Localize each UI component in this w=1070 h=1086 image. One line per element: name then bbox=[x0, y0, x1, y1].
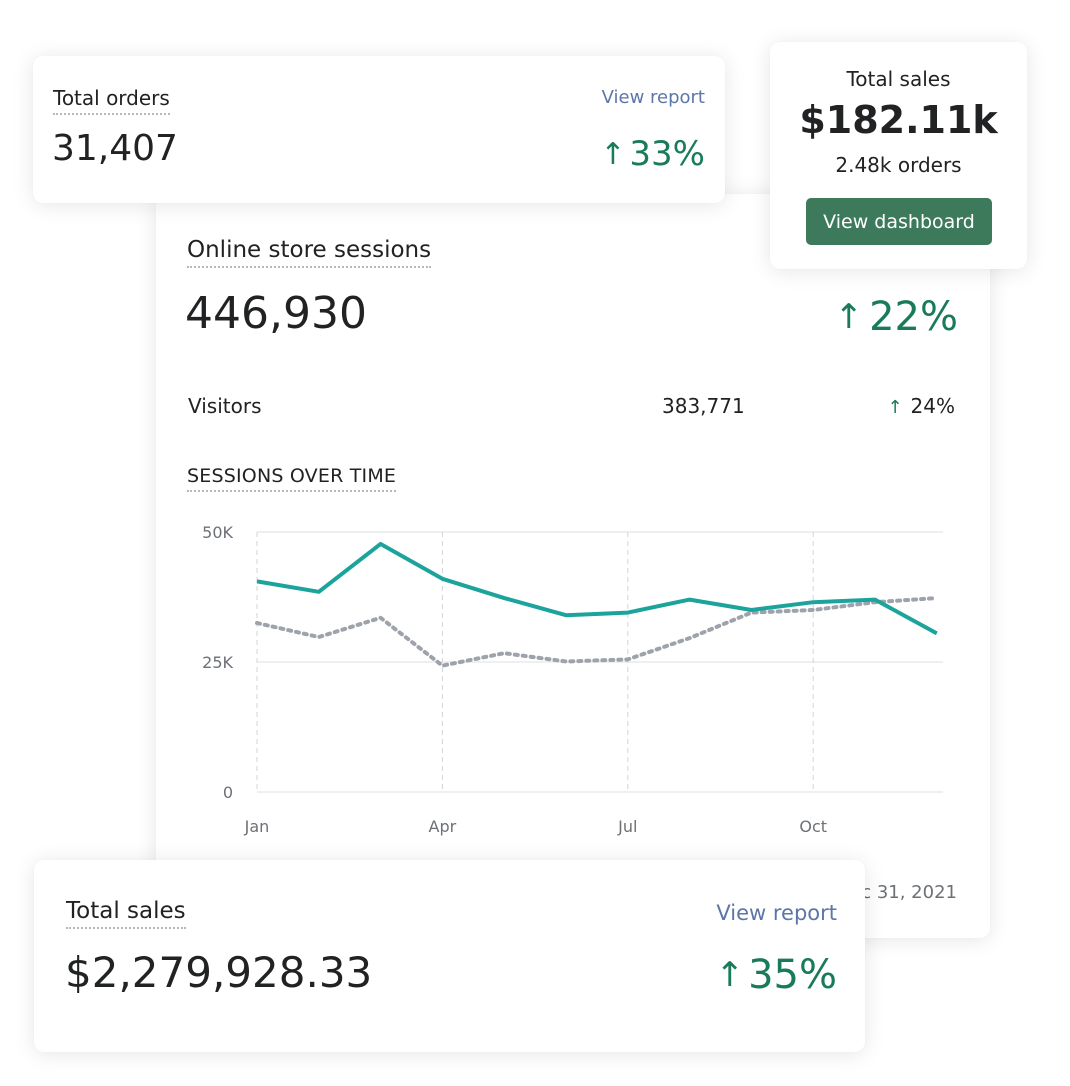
x-tick-label: Jul bbox=[617, 817, 637, 836]
sessions-chart: 0 25K 50K Jan Apr Jul Oct bbox=[202, 523, 943, 836]
visitors-value: 383,771 bbox=[662, 394, 745, 418]
view-report-link[interactable]: View report bbox=[601, 87, 705, 108]
arrow-up-icon: ↑ bbox=[600, 136, 626, 172]
total-sales-title[interactable]: Total sales bbox=[66, 898, 186, 929]
total-sales-summary-orders: 2.48k orders bbox=[835, 153, 962, 177]
comparison-series-line bbox=[255, 596, 939, 668]
x-tick-label: Jan bbox=[244, 817, 270, 836]
chart-heading-label: SESSIONS OVER TIME bbox=[187, 465, 397, 492]
sessions-title[interactable]: Online store sessions bbox=[187, 237, 432, 268]
arrow-up-icon: ↑ bbox=[887, 397, 903, 418]
sessions-title-label: Online store sessions bbox=[187, 237, 432, 268]
visitors-trend: ↑ 24% bbox=[887, 394, 955, 418]
y-tick-label: 0 bbox=[223, 783, 233, 802]
y-tick-label: 50K bbox=[202, 523, 233, 542]
x-tick-label: Oct bbox=[799, 817, 827, 836]
sessions-value: 446,930 bbox=[185, 288, 367, 339]
chart-heading[interactable]: SESSIONS OVER TIME bbox=[187, 465, 397, 492]
total-sales-trend-value: 35% bbox=[748, 952, 837, 998]
total-orders-card: Total orders 31,407 View report ↑ 33% bbox=[33, 56, 725, 203]
total-orders-trend-value: 33% bbox=[629, 134, 705, 174]
visitors-label: Visitors bbox=[188, 394, 262, 418]
total-sales-value: $2,279,928.33 bbox=[65, 948, 373, 997]
total-sales-summary-card: Total sales $182.11k 2.48k orders View d… bbox=[770, 42, 1027, 269]
total-orders-value: 31,407 bbox=[52, 128, 178, 169]
view-dashboard-button[interactable]: View dashboard bbox=[806, 198, 992, 245]
total-orders-trend: ↑ 33% bbox=[600, 134, 705, 174]
total-sales-title-label: Total sales bbox=[66, 898, 186, 929]
total-sales-trend: ↑ 35% bbox=[716, 952, 837, 998]
sessions-series-line bbox=[256, 541, 938, 636]
online-store-sessions-card: Online store sessions 446,930 ↑ 22% Visi… bbox=[156, 194, 990, 938]
view-report-link[interactable]: View report bbox=[716, 901, 837, 925]
visitors-trend-value: 24% bbox=[910, 394, 955, 418]
date-range: ec 31, 2021 bbox=[850, 882, 957, 903]
total-orders-title-label: Total orders bbox=[53, 86, 170, 115]
arrow-up-icon: ↑ bbox=[715, 955, 745, 995]
total-sales-summary-value: $182.11k bbox=[799, 98, 998, 142]
x-tick-label: Apr bbox=[429, 817, 457, 836]
y-tick-label: 25K bbox=[202, 653, 233, 672]
arrow-up-icon: ↑ bbox=[834, 297, 864, 337]
sessions-trend: ↑ 22% bbox=[835, 294, 958, 340]
sessions-trend-value: 22% bbox=[869, 294, 958, 340]
total-sales-summary-label: Total sales bbox=[846, 67, 951, 91]
total-sales-card: Total sales $2,279,928.33 View report ↑ … bbox=[34, 860, 865, 1052]
total-orders-title[interactable]: Total orders bbox=[53, 86, 170, 115]
